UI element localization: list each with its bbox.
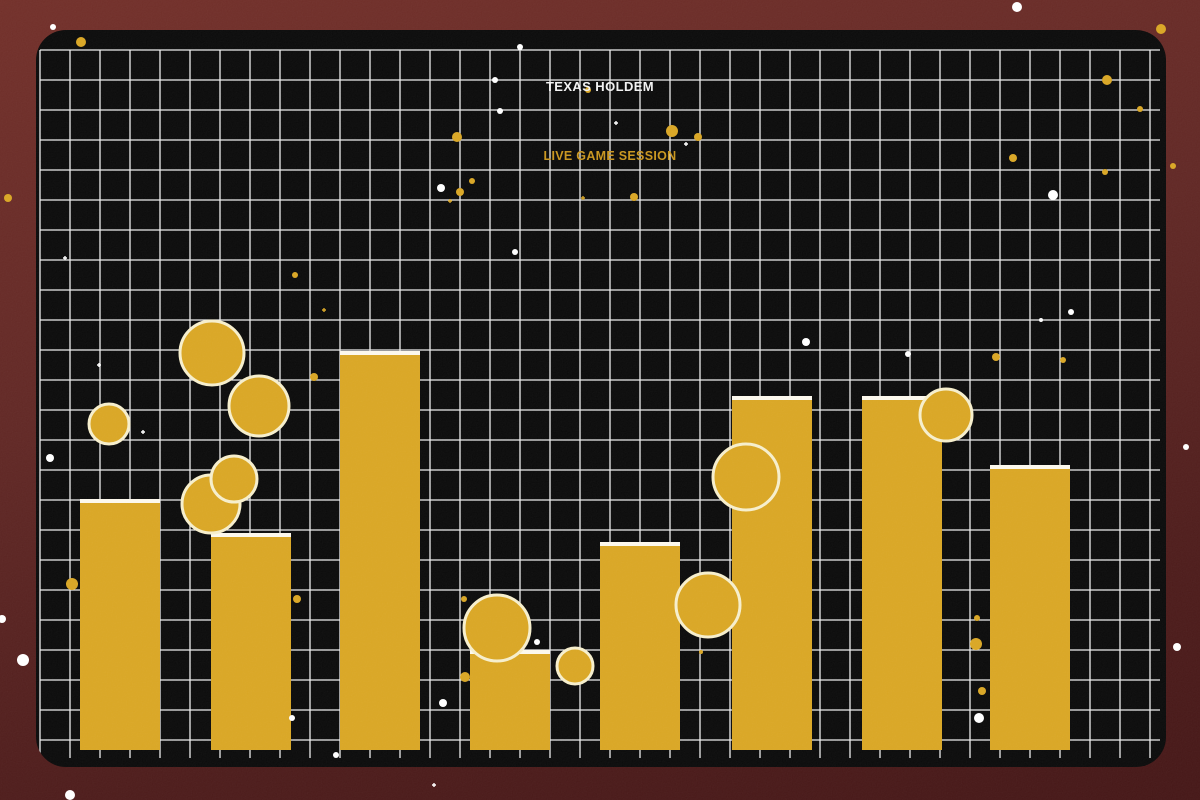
chip-bubble: [674, 571, 742, 639]
particle-dot: [17, 654, 29, 666]
particle-dot: [978, 687, 986, 695]
chip-bubble: [711, 442, 781, 512]
particle-dot: [1156, 24, 1166, 34]
particle-dot: [452, 132, 462, 142]
bar-top-highlight: [732, 396, 812, 400]
chip-bubble: [227, 374, 291, 438]
bar: [600, 542, 680, 750]
particle-dot: [974, 615, 980, 621]
bar-top-highlight: [340, 351, 420, 355]
particle-dot: [517, 44, 523, 50]
bars-and-chips-layer: [80, 319, 1070, 750]
chip-bubble: [178, 319, 246, 387]
sparkle-cross-icon: [432, 783, 436, 787]
bar: [211, 533, 291, 750]
particle-dot: [970, 638, 982, 650]
particle-dot: [310, 373, 318, 381]
chip-bubble: [918, 387, 974, 443]
particle-dot: [1039, 318, 1043, 322]
particle-dot: [1137, 106, 1143, 112]
particle-dot: [50, 24, 56, 30]
particle-dot: [4, 194, 12, 202]
sparkle-cross-icon: [684, 142, 688, 146]
particle-dot: [802, 338, 810, 346]
particle-dot: [460, 672, 470, 682]
particle-dot: [65, 790, 75, 800]
bar-top-highlight: [600, 542, 680, 546]
bar: [470, 650, 550, 750]
page-subtitle: LIVE GAME SESSION: [543, 149, 677, 163]
particle-dot: [974, 713, 984, 723]
chip-bubble: [462, 593, 532, 663]
particle-dot: [1102, 169, 1108, 175]
bar-top-highlight: [211, 533, 291, 537]
particle-dot: [333, 752, 339, 758]
particle-dot: [469, 178, 475, 184]
particle-dot: [0, 615, 6, 623]
chip-bubble: [87, 402, 131, 446]
particle-dot: [289, 715, 295, 721]
particle-dot: [76, 37, 86, 47]
sparkle-cross-icon: [614, 121, 618, 125]
sparkle-cross-icon: [322, 308, 326, 312]
particle-dot: [292, 272, 298, 278]
particle-dot: [1170, 163, 1176, 169]
particle-dot: [1068, 309, 1074, 315]
page-title: TEXAS HOLDEM: [545, 79, 655, 94]
particle-dot: [1173, 643, 1181, 651]
particle-dot: [1048, 190, 1058, 200]
bar: [862, 396, 942, 750]
particle-dot: [293, 595, 301, 603]
bar: [80, 499, 160, 750]
particle-dot: [461, 596, 467, 602]
bar: [340, 351, 420, 750]
particle-dot: [534, 639, 540, 645]
bar-top-highlight: [990, 465, 1070, 469]
particle-dot: [905, 351, 911, 357]
particle-dot: [1012, 2, 1022, 12]
particle-dot: [1183, 444, 1189, 450]
particle-dot: [456, 188, 464, 196]
sparkle-cross-icon: [141, 430, 145, 434]
bar-top-highlight: [80, 499, 160, 503]
chip-bubble: [209, 454, 259, 504]
particle-dot: [437, 184, 445, 192]
chip-bubble: [555, 646, 595, 686]
particle-dot: [699, 650, 703, 654]
bar: [990, 465, 1070, 750]
particle-dot: [66, 578, 78, 590]
particle-dot: [992, 353, 1000, 361]
particle-dot: [666, 125, 678, 137]
particle-dot: [694, 133, 702, 141]
particle-dot: [630, 193, 638, 201]
particle-dot: [439, 699, 447, 707]
particle-dot: [46, 454, 54, 462]
particle-dot: [512, 249, 518, 255]
particle-dot: [1060, 357, 1066, 363]
particle-dot: [497, 108, 503, 114]
